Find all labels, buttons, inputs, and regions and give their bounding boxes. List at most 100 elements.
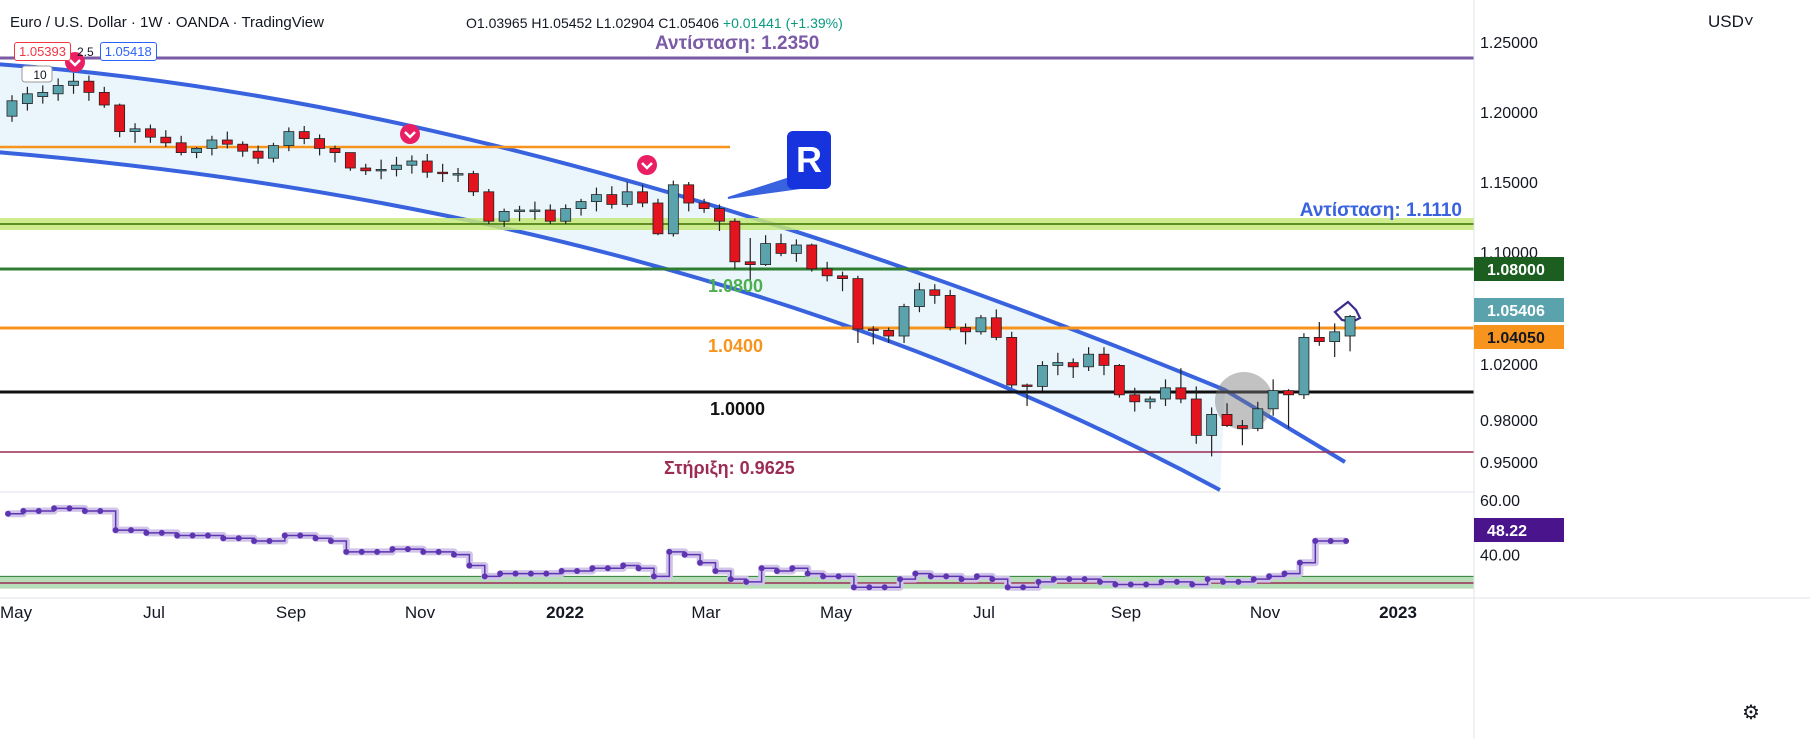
candle <box>37 85 49 104</box>
candle-body <box>160 136 172 144</box>
rsi-point <box>1312 538 1319 544</box>
candle-body <box>990 317 1002 338</box>
candle-body <box>175 142 187 154</box>
candle-body <box>914 289 925 307</box>
x-tick-label: May <box>0 603 33 622</box>
rsi-point <box>1266 573 1273 580</box>
rsi-point <box>973 573 980 580</box>
tag-rsi-box <box>1474 518 1564 542</box>
candle <box>1237 420 1248 446</box>
label-resistance-mid: Αντίσταση: 1.1110 <box>1300 200 1462 221</box>
rsi-point <box>374 548 381 555</box>
currency-selector[interactable]: USD˅ <box>1708 12 1754 32</box>
candle <box>498 208 510 227</box>
candle <box>375 159 387 180</box>
tag-1040-text: 1.04050 <box>1487 330 1545 347</box>
rsi-point <box>1050 576 1057 583</box>
candle <box>544 204 556 224</box>
candle <box>1144 396 1156 409</box>
rsi-point <box>1235 578 1242 585</box>
rsi-point <box>1204 576 1211 583</box>
candle <box>760 235 772 266</box>
candle <box>129 123 141 143</box>
candle-body <box>452 173 464 176</box>
rsi-point <box>143 529 150 536</box>
candle-body <box>329 147 341 153</box>
candle <box>606 186 618 209</box>
rsi-point <box>666 548 673 555</box>
candle-body <box>145 128 156 138</box>
rsi-point <box>343 548 350 555</box>
candle <box>883 327 895 343</box>
candle <box>990 309 1002 341</box>
candle <box>729 218 741 269</box>
tag-price-box <box>1474 298 1564 322</box>
marker-circle <box>637 155 657 175</box>
rsi-point <box>897 576 904 583</box>
candle <box>1221 403 1233 427</box>
ruler-tag: 10 <box>21 65 53 83</box>
candle <box>1160 379 1171 406</box>
rsi-point <box>589 565 596 572</box>
rsi-point <box>1096 578 1103 585</box>
candle-body <box>498 210 510 222</box>
candle <box>944 289 956 331</box>
candle-body <box>760 243 772 266</box>
candle-body <box>1175 387 1187 400</box>
rsi-point <box>420 548 427 555</box>
candle <box>114 103 126 138</box>
candle <box>529 201 541 220</box>
candle-body <box>114 104 126 133</box>
ask-price[interactable]: 1.05418 <box>99 42 157 61</box>
label-support: Στήριξη: 0.9625 <box>664 458 795 479</box>
candle-body <box>1098 353 1110 366</box>
marker-chevron <box>404 131 416 139</box>
marker-chevron <box>69 59 81 67</box>
rsi-point <box>1343 538 1350 544</box>
candle-body <box>467 173 479 193</box>
rsi-point <box>574 567 581 574</box>
candle <box>1313 322 1325 346</box>
candle <box>1037 361 1048 391</box>
rsi-point <box>1004 584 1011 591</box>
rsi-point <box>1035 578 1042 585</box>
bid-price[interactable]: 1.05393 <box>14 42 71 61</box>
candle-body <box>575 201 587 210</box>
rsi-point <box>743 578 750 585</box>
gear-icon[interactable]: ⚙ <box>1742 702 1760 724</box>
candle-body <box>960 327 971 333</box>
candle-body <box>852 278 864 330</box>
candle-body <box>591 194 602 203</box>
rsi-point <box>804 570 811 577</box>
rsi-point <box>604 565 611 572</box>
rsi-point <box>81 508 88 515</box>
y-tick-label: 1.25000 <box>1480 35 1538 52</box>
y-tick-label: 1.15000 <box>1480 175 1538 192</box>
rsi-point <box>850 584 857 591</box>
candle-body <box>221 139 233 145</box>
rsi-point <box>297 532 304 539</box>
rsi-point <box>820 573 827 580</box>
rsi-point <box>558 567 565 574</box>
candle <box>83 75 95 101</box>
candle-body <box>375 168 387 172</box>
candle-body <box>191 147 202 153</box>
candle-body <box>898 306 910 337</box>
candle <box>1190 386 1202 444</box>
candle <box>790 239 802 262</box>
x-tick-label: Mar <box>691 603 721 622</box>
y-tick-label: 1.02000 <box>1480 357 1538 374</box>
candle-body <box>344 152 356 169</box>
rsi-point <box>1143 581 1150 588</box>
bid-ask: 1.05393 2.5 1.05418 <box>14 42 157 61</box>
candle-body <box>6 100 18 117</box>
ruler-text: 10 <box>33 68 47 82</box>
candle <box>821 261 833 282</box>
candle <box>667 180 679 237</box>
rsi-point <box>281 532 288 539</box>
rsi-point <box>404 546 411 553</box>
x-tick-label: Sep <box>276 603 306 622</box>
rsi-point <box>1081 576 1088 583</box>
